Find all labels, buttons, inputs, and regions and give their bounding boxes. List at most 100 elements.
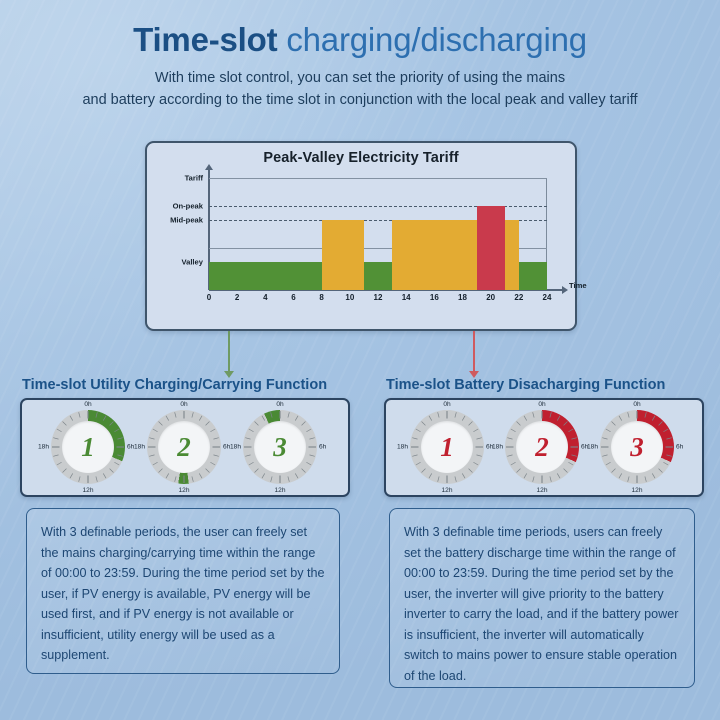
dial-hour-label-left: 18h — [396, 443, 408, 451]
time-slot-dial-1[interactable]: 1 0h 6h 12h 18h — [38, 401, 134, 494]
y-axis-label: Valley — [181, 257, 203, 267]
dial-hour-label-top: 0h — [180, 401, 188, 408]
plot-frame-right — [546, 178, 547, 290]
dial-face — [158, 421, 210, 473]
dial-tick-marks-icon — [52, 411, 124, 483]
section-heading-battery-discharging: Time-slot Battery Disacharging Function — [386, 377, 666, 393]
tariff-bar-mid-peak — [504, 220, 519, 290]
dial-hour-label-top: 0h — [276, 401, 284, 408]
dial-hour-label-right: 6h — [581, 443, 589, 451]
page-title: Time-slot charging/discharging — [0, 20, 720, 60]
dial-hour-label-left: 18h — [133, 443, 145, 451]
dial-hour-label-bottom: 12h — [274, 487, 286, 494]
dial-slot-number: 1 — [440, 431, 454, 462]
chart-to-battery-arrow — [469, 331, 479, 378]
tariff-chart-plot: Valley Mid-peak On-peak Tariff 0 2 4 6 8 10 12 14 16… — [170, 164, 587, 302]
x-axis-tick: 8 — [319, 293, 324, 302]
x-axis-tick: 4 — [263, 293, 268, 302]
dial-hour-label-right: 6h — [486, 443, 494, 451]
arrow-shaft — [228, 331, 230, 371]
dial-hour-label-bottom: 12h — [82, 487, 94, 494]
y-axis-label: On-peak — [172, 201, 203, 211]
time-slot-dial-3[interactable]: 3 0h 6h 12h 18h — [587, 401, 683, 494]
arrow-head-icon — [469, 371, 479, 378]
dial-hour-label-left: 18h — [491, 443, 503, 451]
subtitle-line-1: With time slot control, you can set the … — [154, 70, 566, 86]
dial-slot-number: 2 — [535, 431, 549, 462]
dial-slot-number: 3 — [273, 431, 287, 462]
time-slot-dial-2[interactable]: 2 0h 6h 12h 18h — [134, 401, 230, 494]
battery-description-box: With 3 definable time periods, users can… — [389, 508, 695, 688]
x-axis-tick: 24 — [542, 293, 552, 302]
arrow-head-icon — [224, 371, 234, 378]
tariff-bar-valley — [209, 262, 322, 290]
x-axis — [209, 286, 568, 294]
dial-hour-label-bottom: 12h — [178, 487, 190, 494]
dial-tick-marks-icon — [411, 411, 483, 483]
tariff-bar-valley — [363, 262, 393, 290]
dial-hour-label-right: 6h — [223, 443, 231, 451]
dial-tick-marks-icon — [506, 411, 578, 483]
header: Time-slot charging/discharging With time… — [0, 20, 720, 111]
x-axis-tick: 10 — [345, 293, 355, 302]
x-axis-tick: 2 — [234, 293, 240, 302]
section-heading-utility-charging: Time-slot Utility Charging/Carrying Func… — [22, 377, 328, 393]
y-axis-label: Mid-peak — [170, 215, 203, 225]
x-axis-tick: 18 — [458, 293, 467, 302]
time-slot-dial-2[interactable]: 2 0h 6h 12h 18h — [492, 401, 588, 494]
x-axis-tick: 0 — [206, 293, 212, 302]
page-title-strong: Time-slot — [133, 21, 278, 58]
dial-hour-label-bottom: 12h — [441, 487, 453, 494]
x-axis-title: Time — [569, 281, 587, 290]
subtitle-line-2: and battery according to the time slot i… — [82, 92, 638, 108]
dial-face — [62, 421, 114, 473]
x-axis-tick: 22 — [514, 293, 524, 302]
gridline — [209, 206, 547, 207]
y-axis-label: Tariff — [184, 173, 203, 183]
gridline — [209, 178, 547, 179]
gridline — [209, 248, 547, 249]
x-axis-tick: 20 — [486, 293, 496, 302]
dial-slot-number: 3 — [630, 431, 644, 462]
chart-to-utility-arrow — [224, 331, 234, 378]
dial-hour-label-top: 0h — [633, 401, 641, 408]
tariff-bar-on-peak — [476, 206, 505, 290]
dial-face — [611, 421, 663, 473]
dial-hour-label-right: 6h — [319, 443, 327, 451]
tariff-bar-valley — [518, 262, 547, 290]
page-title-rest: charging/discharging — [277, 21, 587, 58]
chart-title: Peak-Valley Electricity Tariff — [263, 150, 459, 166]
dial-tick-marks-icon — [148, 411, 220, 483]
tariff-chart-card: Peak-Valley Electricity Tariff Valley Mid… — [145, 141, 587, 331]
dial-hour-label-top: 0h — [538, 401, 546, 408]
dial-face — [516, 421, 568, 473]
time-slot-dial-3[interactable]: 3 0h 6h 12h 18h — [230, 401, 326, 494]
dial-hour-label-bottom: 12h — [631, 487, 643, 494]
dial-tick-marks-icon — [601, 411, 673, 483]
x-axis-tick: 6 — [291, 293, 296, 302]
tariff-bar-mid-peak — [392, 220, 477, 290]
tariff-bar-mid-peak — [321, 220, 364, 290]
battery-dial-panel: 1 0h 6h 12h 18h 2 0h 6h 12h 18h 3 0h 6h 12h 18h — [384, 398, 704, 497]
x-axis-tick: 16 — [429, 293, 439, 302]
dial-hour-label-bottom: 12h — [536, 487, 548, 494]
time-slot-dial-1[interactable]: 1 0h 6h 12h 18h — [397, 401, 493, 494]
utility-description-box: With 3 definable periods, the user can f… — [26, 508, 340, 674]
dial-hour-label-left: 18h — [586, 443, 598, 451]
dial-slot-number: 2 — [177, 431, 191, 462]
dial-hour-label-right: 6h — [676, 443, 684, 451]
dial-hour-label-left: 18h — [37, 443, 49, 451]
arrow-shaft — [473, 331, 475, 371]
dial-hour-label-top: 0h — [84, 401, 92, 408]
utility-dial-panel: 1 0h 6h 12h 18h 2 0h 6h 12h 18h 3 0h 6h 12h 18h — [20, 398, 350, 497]
dial-hour-label-right: 6h — [127, 443, 135, 451]
dial-face — [254, 421, 306, 473]
dial-tick-marks-icon — [244, 411, 316, 483]
x-axis-tick: 14 — [401, 293, 411, 302]
dial-hour-label-top: 0h — [443, 401, 451, 408]
gridline — [209, 220, 547, 221]
x-axis-tick: 12 — [373, 293, 383, 302]
dial-slot-number: 1 — [81, 431, 95, 462]
